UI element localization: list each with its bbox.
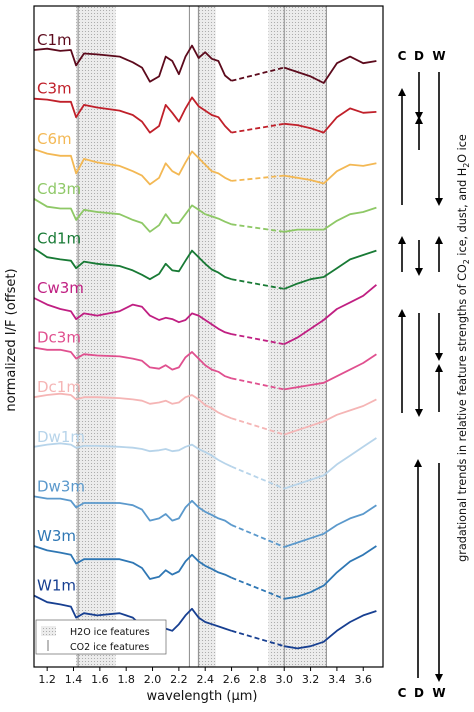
series-label-Cd1m: Cd1m (37, 229, 81, 247)
legend-co2-label: CO2 ice features (70, 642, 149, 653)
x-tick-label: 1.4 (65, 673, 83, 686)
series-gap-W1m (231, 629, 285, 648)
trend-header-d: D (414, 49, 424, 63)
x-tick-label: 3.6 (354, 673, 372, 686)
series-line-W3m (33, 545, 232, 580)
x-tick-label: 2.4 (196, 673, 214, 686)
trend-caption: gradational trends in relative feature s… (456, 134, 471, 562)
y-axis-label: normalized I/F (offset) (4, 268, 19, 411)
series-line-W3m-ext (284, 545, 377, 600)
series-line-Dw1m (33, 442, 232, 468)
series-gap-Dw1m (231, 465, 285, 490)
series-line-C1m (33, 44, 233, 83)
trend-annotation: C D W C D W gradational trends in relati… (398, 49, 471, 700)
series-line-W1m-ext (284, 610, 377, 650)
series-line-Dc1m (33, 392, 232, 420)
series-label-C6m: C6m (37, 130, 72, 148)
series-gap-Cd1m (231, 278, 285, 290)
series-gap-Dc1m (231, 417, 285, 436)
trend-footer-c: C (398, 686, 407, 700)
legend-h2o-swatch (41, 626, 56, 636)
series-line-C1m-ext (283, 55, 377, 84)
series-line-Cd3m-ext (284, 206, 377, 233)
series-gap-Cw3m (231, 333, 285, 346)
series-label-Dc3m: Dc3m (37, 329, 81, 347)
series-gap-C1m (231, 66, 285, 82)
series-line-Cd3m (33, 198, 232, 233)
series-gap-Cd3m (231, 223, 285, 233)
trend-header-w: W (432, 49, 445, 63)
series-label-Dc1m: Dc1m (37, 378, 81, 396)
series-gap-C3m (231, 122, 285, 134)
series-label-W3m: W3m (37, 527, 76, 545)
series-label-Cw3m: Cw3m (37, 279, 84, 297)
series-line-Dc3m (33, 346, 232, 380)
series-line-Dw1m-ext (283, 437, 377, 490)
x-tick-label: 3.2 (302, 673, 320, 686)
x-tick-label: 2.6 (223, 673, 241, 686)
x-tick-label: 2.2 (170, 673, 188, 686)
legend: H2O ice features CO2 ice features (35, 619, 167, 655)
series-line-Dw3m (33, 495, 233, 526)
legend-h2o-label: H2O ice features (70, 627, 150, 638)
series-label-C3m: C3m (37, 80, 72, 98)
series-label-Dw1m: Dw1m (37, 428, 85, 446)
series-line-Dc3m-ext (284, 353, 377, 391)
series-line-Cd1m (33, 247, 232, 281)
x-tick-label: 2.8 (249, 673, 267, 686)
spectra-series (33, 44, 377, 650)
series-line-Dw3m-ext (283, 504, 377, 548)
series-line-C3m (33, 96, 233, 134)
x-tick-label: 1.8 (117, 673, 135, 686)
x-tick-label: 2.0 (144, 673, 162, 686)
series-gap-Dw3m (231, 524, 285, 548)
h2o-ice-bands (76, 6, 327, 667)
h2o-band (197, 6, 216, 667)
series-line-C3m-ext (284, 107, 377, 134)
series-gap-Dc3m (231, 377, 285, 391)
series-labels: C1m C3m C6m Cd3m Cd1m Cw3m Dc3m Dc1m Dw1m Dw3m W3m… (37, 31, 85, 595)
series-label-Cd3m: Cd3m (37, 180, 81, 198)
h2o-band (268, 6, 327, 667)
x-tick-label: 1.2 (38, 673, 56, 686)
legend-box (35, 619, 167, 655)
series-gap-C6m (231, 174, 285, 182)
series-line-Cw3m-ext (283, 284, 377, 346)
series-label-W1m: W1m (37, 577, 76, 595)
trend-header-c: C (398, 49, 407, 63)
x-tick-label: 3.0 (275, 673, 293, 686)
series-label-Dw3m: Dw3m (37, 477, 85, 495)
series-line-Dc1m-ext (283, 398, 377, 436)
x-tick-label: 1.6 (91, 673, 109, 686)
series-line-C6m-ext (284, 162, 377, 185)
plot-frame (33, 5, 384, 668)
series-gap-W3m (231, 576, 285, 600)
h2o-band (76, 6, 116, 667)
series-line-Cd1m-ext (283, 249, 377, 290)
trend-footer-w: W (432, 686, 445, 700)
x-axis-label: wavelength (µm) (147, 689, 258, 704)
trend-footer-d: D (414, 686, 424, 700)
series-line-C6m (33, 148, 232, 186)
x-tick-label: 3.4 (328, 673, 346, 686)
x-axis-ticks: 1.2 1.4 1.6 1.8 2.0 2.2 2.4 2.6 2.8 3.0 3.2 3.4 3.6 (38, 667, 372, 686)
series-line-Cw3m (33, 297, 232, 335)
series-label-C1m: C1m (37, 31, 72, 49)
